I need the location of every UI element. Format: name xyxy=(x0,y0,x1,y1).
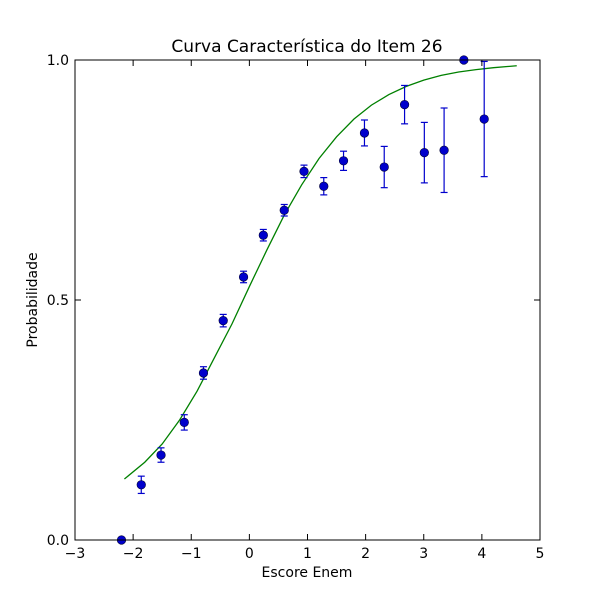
data-point xyxy=(319,181,329,191)
data-point xyxy=(136,480,146,490)
x-tick-label: 5 xyxy=(536,546,545,562)
data-point xyxy=(399,100,410,110)
y-tick-label: 0.5 xyxy=(47,293,69,309)
data-point xyxy=(338,156,349,166)
data-point xyxy=(419,148,429,158)
x-tick-label: −1 xyxy=(181,546,202,562)
x-tick-label: −2 xyxy=(123,546,144,562)
chart-title: Curva Característica do Item 26 xyxy=(171,37,442,57)
y-tick-label: 0.0 xyxy=(47,533,69,549)
data-point xyxy=(379,162,389,172)
x-tick-label: −3 xyxy=(65,546,86,562)
x-tick-label: 0 xyxy=(245,546,254,562)
data-point xyxy=(258,230,268,240)
data-point xyxy=(198,368,209,378)
data-point xyxy=(279,205,289,215)
x-tick-label: 2 xyxy=(361,546,370,562)
data-point xyxy=(479,114,489,124)
x-axis-label: Escore Enem xyxy=(262,565,353,581)
y-axis-label: Probabilidade xyxy=(25,252,41,347)
x-tick-label: 3 xyxy=(419,546,428,562)
x-tick-label: 4 xyxy=(477,546,486,562)
plot-frame xyxy=(74,59,541,541)
data-point xyxy=(156,450,166,460)
plot-area xyxy=(116,55,517,545)
axis-ticks: −3 −2 −1 0 1 2 3 4 5 0.0 0.5 1.0 xyxy=(47,53,545,562)
data-point xyxy=(179,417,189,428)
data-point xyxy=(299,166,309,176)
x-tick-label: 1 xyxy=(303,546,312,562)
data-point xyxy=(218,316,228,326)
data-point xyxy=(238,272,249,282)
fitted-curve xyxy=(123,65,517,480)
data-point xyxy=(359,128,370,138)
y-tick-label: 1.0 xyxy=(47,53,69,69)
data-point xyxy=(439,145,449,155)
